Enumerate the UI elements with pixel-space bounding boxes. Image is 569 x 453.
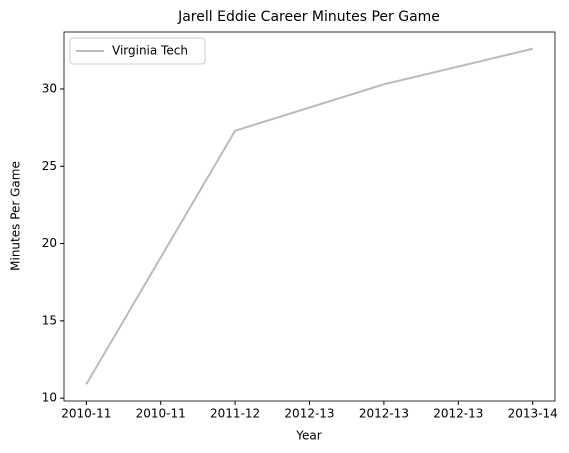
x-axis-label: Year <box>295 429 321 443</box>
chart-title: Jarell Eddie Career Minutes Per Game <box>177 9 440 25</box>
x-tick-label: 2012-13 <box>433 407 483 421</box>
y-tick-label: 10 <box>42 391 57 405</box>
x-tick-label: 2012-13 <box>284 407 334 421</box>
y-tick-label: 25 <box>42 159 57 173</box>
x-tick-label: 2013-14 <box>508 407 558 421</box>
y-axis-label: Minutes Per Game <box>9 161 23 271</box>
x-tick-label: 2010-11 <box>61 407 111 421</box>
y-tick-label: 15 <box>42 313 57 327</box>
legend-label: Virginia Tech <box>112 44 188 58</box>
plot-frame <box>63 31 556 402</box>
line-series <box>85 47 533 385</box>
y-tick-label: 30 <box>42 81 57 95</box>
x-tick-label: 2012-13 <box>359 407 409 421</box>
x-tick-label: 2010-11 <box>136 407 186 421</box>
x-tick-label: 2011-12 <box>210 407 260 421</box>
y-tick-label: 20 <box>42 236 57 250</box>
legend-box <box>69 37 206 65</box>
